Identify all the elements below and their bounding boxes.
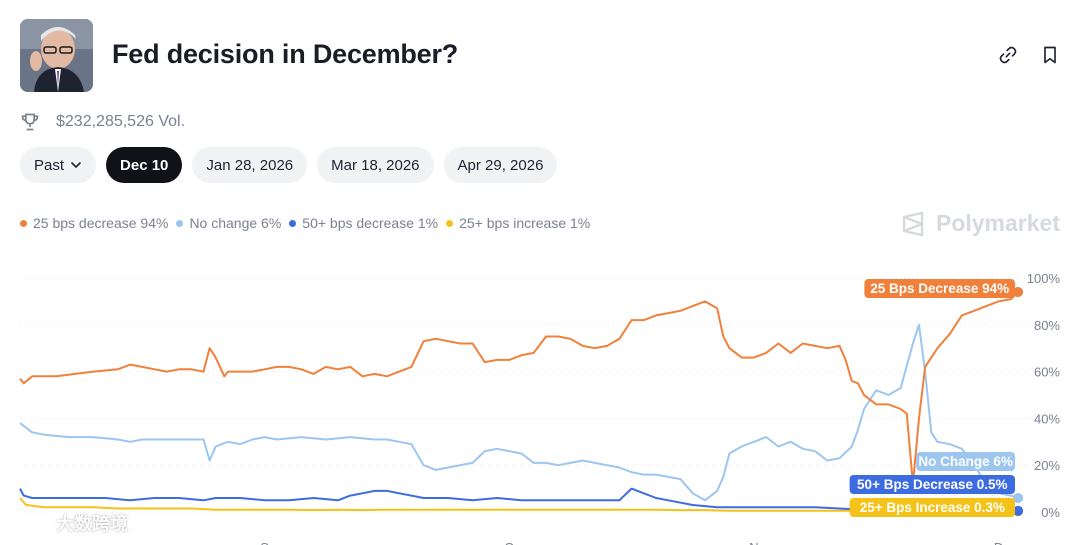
trophy-icon	[21, 113, 39, 131]
legend-item-25-bps-decrease: 25 bps decrease 94%	[20, 215, 168, 231]
series-line	[19, 323, 1019, 502]
probability-chart[interactable]: 100% 80% 60% 40% 20% 0% S O N D 25 Bps Decrease 94…	[0, 262, 1080, 545]
tab-jan-28-2026[interactable]: Jan 28, 2026	[192, 147, 308, 183]
legend-dot	[20, 219, 27, 227]
series-end-label: 25+ Bps Increase 0.3%	[860, 500, 1005, 515]
series-end-badge	[849, 475, 1015, 494]
volume-text: $232,285,526 Vol.	[56, 113, 186, 130]
market-avatar	[20, 19, 93, 92]
series-end-label: 25 Bps Decrease 94%	[870, 281, 1009, 296]
series-line	[19, 291, 1019, 485]
tab-mar-18-2026[interactable]: Mar 18, 2026	[317, 147, 434, 183]
series-end-label: 50+ Bps Decrease 0.5%	[857, 477, 1007, 492]
series-end-label: No Change 6%	[918, 454, 1013, 469]
legend-label: 50+ bps decrease 1%	[302, 215, 439, 231]
link-icon[interactable]	[998, 45, 1018, 65]
legend-item-no-change: No change 6%	[176, 215, 281, 231]
chart-legend: 25 bps decrease 94% No change 6% 50+ bps…	[20, 215, 590, 231]
y-tick-label: 40%	[1034, 411, 1060, 426]
x-tick-label: O	[504, 540, 514, 545]
date-tabs: Past Dec 10 Jan 28, 2026 Mar 18, 2026 Ap…	[20, 147, 558, 183]
legend-dot	[446, 219, 454, 227]
series-end-point	[1013, 492, 1024, 503]
series-end-badge	[916, 452, 1015, 471]
tab-dec-10[interactable]: Dec 10	[106, 147, 183, 183]
page-title: Fed decision in December?	[112, 39, 459, 69]
y-tick-label: 0%	[1041, 505, 1060, 520]
x-tick-label: D	[994, 540, 1003, 545]
legend-item-25-bps-increase: 25+ bps increase 1%	[446, 215, 590, 231]
x-tick-label: S	[260, 540, 269, 545]
polymarket-brand: Polymarket	[900, 210, 1060, 237]
polymarket-logo-icon	[902, 211, 924, 236]
series-end-badge	[864, 279, 1015, 299]
series-end-badge	[849, 498, 1015, 517]
watermark-text: 大数跨境	[56, 514, 128, 534]
y-tick-label: 60%	[1034, 365, 1060, 380]
legend-label: No change 6%	[189, 215, 282, 231]
market-header: Fed decision in December?	[20, 19, 1060, 93]
watermark: 大数跨境	[8, 510, 128, 536]
person-portrait-icon	[20, 19, 93, 92]
tab-apr-29-2026[interactable]: Apr 29, 2026	[443, 147, 558, 183]
legend-dot	[176, 219, 184, 227]
y-tick-label: 80%	[1034, 318, 1060, 333]
header-actions	[998, 45, 1060, 65]
brand-name: Polymarket	[935, 210, 1060, 236]
legend-dot	[289, 219, 297, 227]
chevron-down-icon	[71, 162, 81, 169]
tab-past-label: Past	[34, 156, 65, 174]
y-tick-label: 100%	[1027, 271, 1061, 286]
series-line	[19, 487, 1019, 512]
legend-label: 25+ bps increase 1%	[459, 215, 591, 231]
legend-item-50-bps-decrease: 50+ bps decrease 1%	[289, 215, 438, 231]
series-end-point	[1013, 287, 1024, 298]
x-tick-label: N	[749, 540, 758, 545]
bookmark-icon[interactable]	[1040, 45, 1060, 65]
watermark-logo-icon	[8, 514, 50, 532]
volume-row: $232,285,526 Vol.	[20, 111, 185, 133]
tab-past[interactable]: Past	[20, 147, 97, 183]
y-tick-label: 20%	[1034, 458, 1060, 473]
legend-label: 25 bps decrease 94%	[33, 215, 169, 231]
series-end-point	[1013, 505, 1024, 516]
